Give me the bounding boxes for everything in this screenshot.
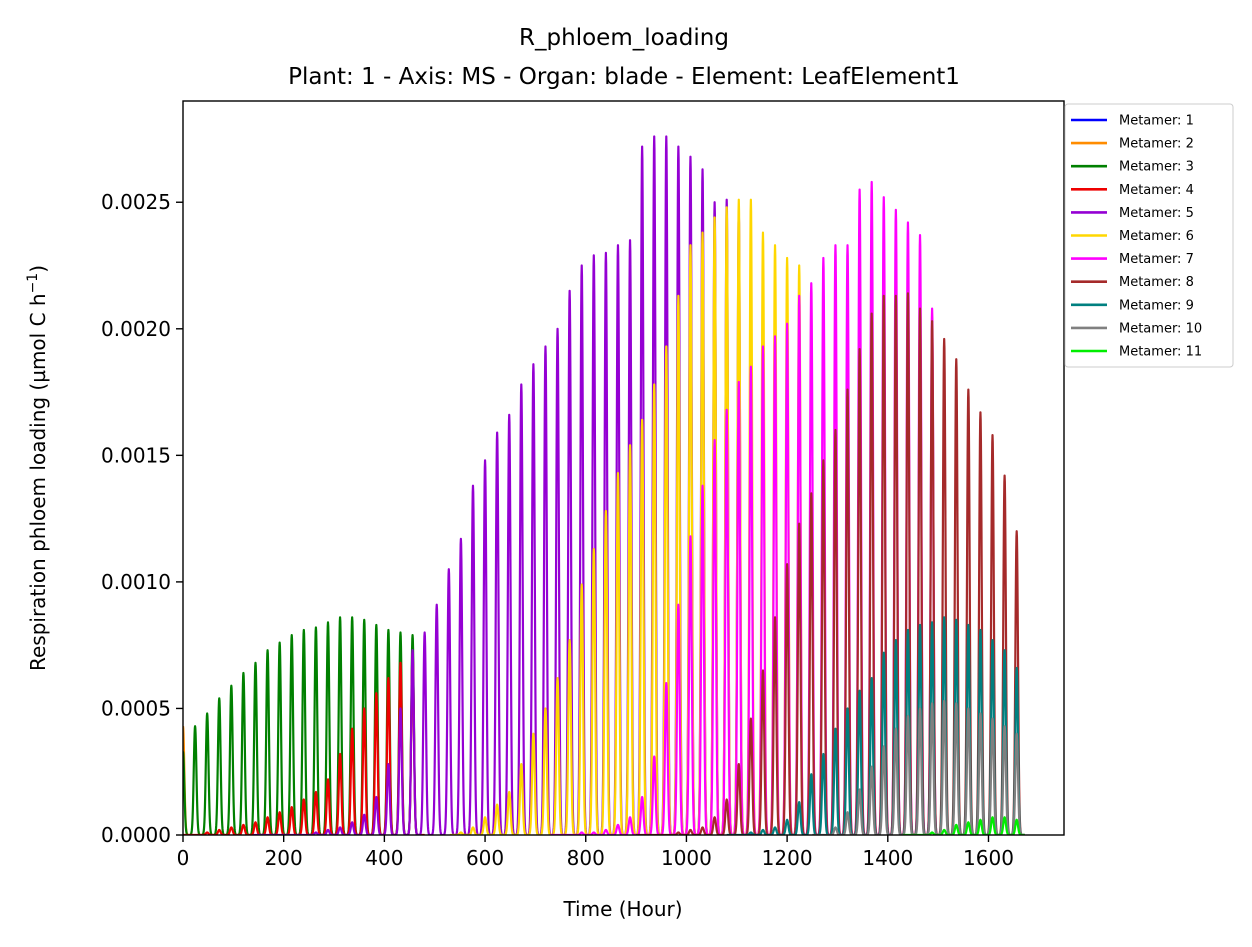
- legend-label: Metamer: 11: [1119, 345, 1202, 360]
- y-axis-label-main: Respiration phloem loading (µmol C h: [26, 293, 50, 671]
- x-tick-label: 1400: [862, 846, 913, 870]
- legend-item: Metamer: 1: [1071, 114, 1194, 129]
- legend-item: Metamer: 7: [1071, 252, 1194, 267]
- legend-item: Metamer: 10: [1071, 321, 1202, 336]
- y-tick-label: 0.0020: [101, 317, 171, 341]
- y-tick-label: 0.0015: [101, 443, 171, 467]
- legend-label: Metamer: 9: [1119, 298, 1194, 313]
- series-layer: [183, 135, 1026, 835]
- series-line-10: [811, 699, 1026, 835]
- x-tick-label: 1000: [661, 846, 712, 870]
- y-axis-label-close: ): [26, 265, 50, 273]
- x-tick-label: 400: [365, 846, 403, 870]
- legend-label: Metamer: 1: [1119, 114, 1194, 129]
- plot-frame: [182, 100, 1065, 836]
- series-10: [811, 699, 1026, 835]
- y-tick-label: 0.0010: [101, 570, 171, 594]
- legend-item: Metamer: 3: [1071, 160, 1194, 175]
- x-tick-label: 800: [567, 846, 605, 870]
- legend-label: Metamer: 7: [1119, 252, 1194, 267]
- legend-label: Metamer: 10: [1119, 321, 1202, 336]
- legend: Metamer: 1 Metamer: 2 Metamer: 3 Metamer: 4…: [1064, 103, 1234, 368]
- legend-label: Metamer: 4: [1119, 183, 1194, 198]
- legend-label: Metamer: 8: [1119, 275, 1194, 290]
- y-tick-label: 0.0005: [101, 696, 171, 720]
- chart-subtitle: Plant: 1 - Axis: MS - Organ: blade - Ele…: [288, 64, 960, 90]
- legend-label: Metamer: 2: [1119, 137, 1194, 152]
- legend-label: Metamer: 5: [1119, 206, 1194, 221]
- x-tick-label: 0: [177, 846, 190, 870]
- legend-label: Metamer: 6: [1119, 229, 1194, 244]
- x-tick-label: 1200: [762, 846, 813, 870]
- x-axis-label: Time (Hour): [562, 897, 682, 921]
- y-axis-label: Respiration phloem loading (µmol C h−1): [25, 265, 50, 671]
- legend-item: Metamer: 9: [1071, 298, 1194, 313]
- y-tick-label: 0.0025: [101, 190, 171, 214]
- x-tick-label: 1600: [963, 846, 1014, 870]
- x-tick-label: 600: [466, 846, 504, 870]
- legend-frame: [1064, 103, 1234, 368]
- legend-label: Metamer: 3: [1119, 160, 1194, 175]
- series-3: [183, 616, 421, 835]
- legend-item: Metamer: 8: [1071, 275, 1194, 290]
- legend-item: Metamer: 4: [1071, 183, 1194, 198]
- y-tick-label: 0.0000: [101, 823, 171, 847]
- legend-item: Metamer: 6: [1071, 229, 1194, 244]
- axis-layer: 0 200 400 600 800 1000 1200 1400 1600 0.0000 0.000…: [101, 190, 1014, 870]
- legend-item: Metamer: 11: [1071, 345, 1202, 360]
- legend-item: Metamer: 5: [1071, 206, 1194, 221]
- legend-item: Metamer: 2: [1071, 137, 1194, 152]
- y-axis-label-sup: −1: [25, 273, 41, 294]
- series-line-3: [183, 616, 421, 835]
- chart-title: R_phloem_loading: [519, 25, 729, 51]
- x-tick-label: 200: [265, 846, 303, 870]
